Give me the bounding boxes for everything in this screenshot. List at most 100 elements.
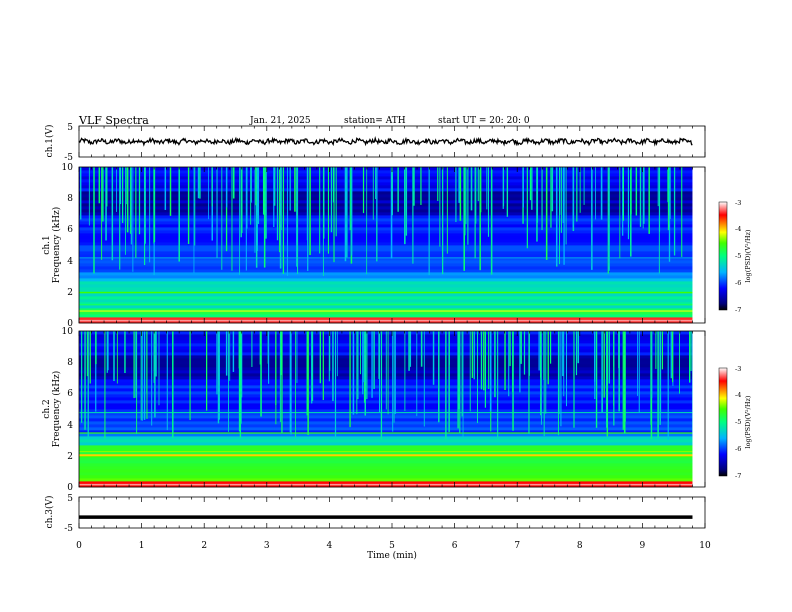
spec2-sferic	[670, 331, 672, 379]
spec1-band	[79, 212, 693, 216]
spec2-sferic	[146, 331, 148, 394]
spec1-sferic	[551, 167, 554, 212]
ch1-freq-tick-10: 10	[62, 163, 74, 173]
spec1-sferic	[240, 167, 242, 238]
spec1-band	[79, 257, 693, 261]
spec2-sferic	[151, 331, 153, 426]
spec2-sferic	[113, 331, 115, 382]
spec2-band	[79, 373, 693, 377]
spec2-sferic	[438, 331, 440, 423]
spec1-sferic	[332, 167, 335, 203]
spec1-band	[79, 209, 693, 213]
spec2-sferic	[166, 331, 168, 431]
spec1-sferic	[178, 167, 180, 262]
spec1-sferic	[413, 167, 415, 206]
spec2-sferic	[296, 331, 298, 383]
spec1-sferic	[125, 167, 126, 255]
spec2-sferic	[275, 331, 277, 425]
spec2-sferic	[690, 331, 692, 372]
spec2-sferic	[560, 331, 562, 427]
ch1-spectrogram-channel-label: ch.1	[42, 235, 52, 254]
spec2-sferic	[319, 331, 321, 384]
spec2-band	[79, 397, 693, 401]
spec2-sferic	[356, 331, 358, 415]
ch1-colorbar-tick-m4: -4	[735, 225, 741, 233]
spec1-sferic	[643, 167, 645, 224]
spec2-sferic	[378, 331, 380, 379]
x-tick-label-5: 5	[389, 541, 395, 551]
spec1-sferic	[149, 167, 151, 263]
spec2-sferic	[352, 331, 355, 415]
spec2-sferic	[366, 331, 368, 400]
spec2-sferic	[512, 331, 514, 407]
spec2-sferic	[280, 331, 282, 375]
spec2-sferic	[477, 331, 479, 424]
spec2-sferic	[89, 331, 91, 384]
spec1-line	[79, 291, 693, 294]
spec1-band	[79, 275, 693, 279]
spec2-sferic	[603, 331, 605, 398]
spec2-sferic	[155, 331, 157, 377]
ch2-freq-tick-2: 2	[67, 452, 73, 462]
spec1-sferic	[555, 167, 558, 266]
spec1-sferic	[265, 167, 267, 239]
ch2-spectrogram-channel-label: ch.2	[42, 399, 52, 418]
spec2-band	[79, 370, 693, 374]
spec2-sferic	[595, 331, 598, 428]
spec1-sferic	[405, 167, 408, 236]
spec1-sferic	[681, 167, 683, 257]
spec2-sferic	[622, 331, 624, 430]
spec2-band	[79, 472, 693, 476]
spec2-sferic	[672, 331, 674, 383]
spec2-sferic	[232, 331, 235, 372]
spec1-sferic	[241, 167, 243, 234]
spec1-sferic	[262, 167, 265, 215]
spec1-sferic	[197, 167, 200, 199]
spec2-sferic	[393, 331, 395, 423]
spec1-band	[79, 260, 693, 264]
spec1-sferic	[667, 167, 669, 203]
spec1-sferic	[132, 167, 134, 272]
spec1-sferic	[391, 167, 393, 200]
spec2-sferic	[509, 331, 511, 367]
spec2-sferic	[651, 331, 653, 399]
spec2-band	[79, 343, 693, 347]
spec2-sferic	[228, 331, 230, 432]
spec2-sferic	[667, 331, 669, 441]
spec1-sferic	[506, 167, 509, 217]
ch3-waveform-panel: 5 -5 ch.3(V)	[44, 494, 706, 534]
spec2-sferic	[95, 331, 97, 412]
spec1-band	[79, 287, 693, 291]
spec1-sferic	[144, 167, 146, 244]
spec2-sferic	[550, 331, 552, 364]
spec1-line	[79, 310, 693, 312]
spec1-band	[79, 320, 693, 324]
spec2-sferic	[459, 331, 461, 433]
spec2-sferic	[497, 331, 499, 441]
ch1-spectrogram-ylabel: Frequency (kHz)	[51, 207, 62, 284]
spec1-band	[79, 233, 693, 237]
spec1-sferic	[529, 167, 532, 201]
x-tick-label-8: 8	[577, 541, 583, 551]
spec1-sferic	[545, 167, 548, 260]
spec1-band	[79, 200, 693, 204]
ch1-colorbar-tick-m6: -6	[735, 279, 741, 287]
header-start-time: start UT = 20: 20: 0	[438, 116, 530, 126]
ch2-spectrogram-panel: 0 2 4 6 8 10 ch.2 Frequency (kHz) -3 -4 …	[42, 327, 752, 493]
spec1-sferic	[129, 167, 131, 234]
spec2-line	[79, 432, 693, 434]
spec1-band	[79, 206, 693, 210]
ch3-waveform-ylabel: ch.3(V)	[44, 496, 55, 529]
spec1-sferic	[583, 167, 585, 205]
spec1-sferic	[101, 167, 103, 260]
spec1-sferic	[531, 167, 533, 210]
ch2-colorbar-tick-m6: -6	[735, 445, 741, 453]
x-tick-label-10: 10	[699, 541, 711, 551]
spec2-sferic	[540, 331, 542, 425]
spec1-sferic	[404, 167, 406, 245]
spec2-band	[79, 415, 693, 419]
spec2-band	[79, 358, 693, 362]
ch1-freq-tick-4: 4	[67, 257, 73, 267]
spec2-sferic	[336, 331, 338, 377]
spec2-sferic	[281, 331, 283, 434]
